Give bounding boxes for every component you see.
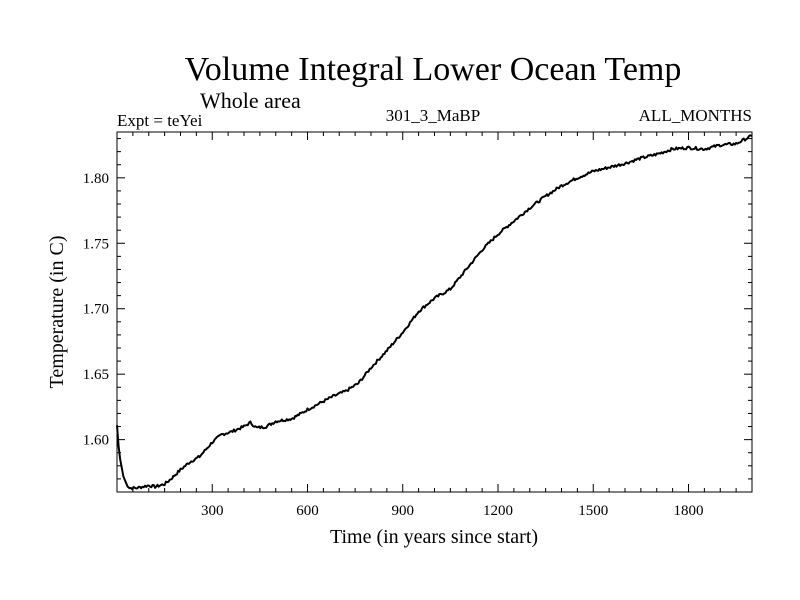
y-tick-label: 1.80 [83,171,109,187]
x-tick-label: 1800 [674,503,704,519]
y-tick-label: 1.70 [83,302,109,318]
chart-subtitle: Whole area [200,88,301,113]
y-tick-label: 1.65 [83,367,109,383]
x-axis-label: Time (in years since start) [330,526,538,548]
x-tick-label: 1200 [483,503,513,519]
chart-title: Volume Integral Lower Ocean Temp [185,51,682,88]
y-tick-label: 1.75 [83,236,109,252]
temperature-series-line [116,134,753,491]
y-axis-ticks: 1.60 1.65 1.70 1.75 1.80 [83,138,752,480]
run-label: 301_3_MaBP [386,106,480,125]
y-axis-label: Temperature (in C) [46,236,68,389]
y-tick-label: 1.60 [83,433,109,449]
expt-label: Expt = teYei [117,111,203,130]
x-tick-label: 600 [296,503,319,519]
plot-frame [116,131,753,493]
x-tick-label: 900 [392,503,415,519]
x-tick-label: 1500 [578,503,608,519]
period-label: ALL_MONTHS [639,106,752,125]
x-tick-label: 300 [201,503,224,519]
x-axis-ticks: 300 600 900 1200 1500 1800 [132,132,737,519]
